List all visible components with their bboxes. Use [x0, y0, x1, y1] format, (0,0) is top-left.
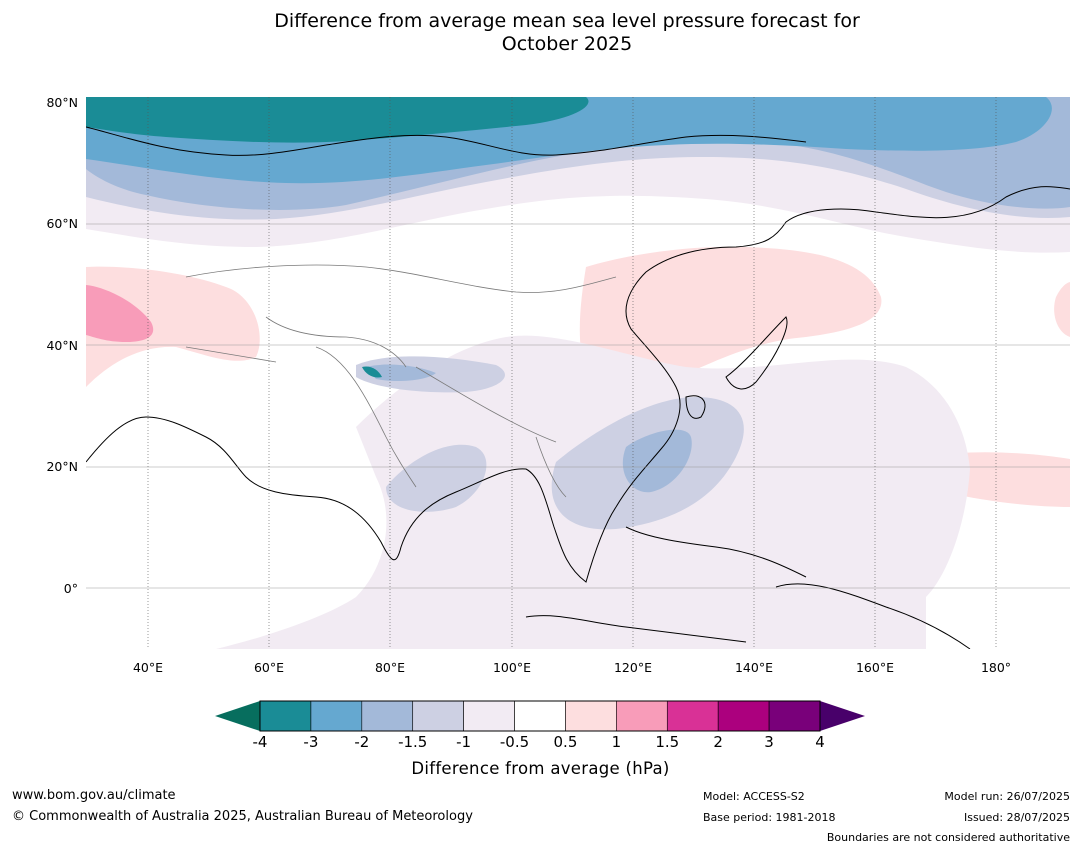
lat-label-40n: 40°N	[46, 338, 78, 353]
colorbar-over-arrow	[820, 701, 865, 731]
colorbar-tick-label: -1.5	[398, 733, 428, 751]
footer-url: www.bom.gov.au/climate	[12, 788, 176, 803]
colorbar-cell	[616, 700, 668, 732]
meridians	[147, 97, 997, 649]
lon-label-100e: 100°E	[492, 660, 531, 675]
lon-label-120e: 120°E	[613, 660, 652, 675]
footer-model: Model: ACCESS-S2	[703, 790, 805, 803]
colorbar-tick-label: -1	[456, 733, 472, 751]
map-canvas	[86, 97, 1070, 649]
colorbar-tick-label: -2	[354, 733, 370, 751]
colorbar-tick-label: 3	[764, 733, 774, 751]
pressure-anomaly-map	[86, 97, 1070, 649]
footer-model-run: Model run: 26/07/2025	[944, 790, 1070, 803]
colorbar-tick-label: 1	[611, 733, 622, 751]
colorbar-label: Difference from average (hPa)	[411, 759, 670, 778]
colorbar-cell	[666, 700, 719, 732]
anomaly-zone-minus4	[86, 97, 589, 143]
country-boundaries	[185, 264, 617, 498]
colorbar-cell	[717, 700, 770, 732]
graticule	[86, 223, 1070, 589]
map-title: Difference from average mean sea level p…	[0, 10, 1081, 56]
lon-label-160e: 160°E	[855, 660, 894, 675]
colorbar-tick-label: 4	[815, 733, 825, 751]
lat-label-60n: 60°N	[46, 216, 78, 231]
anomaly-zone-minus1-5-taiwan	[622, 429, 692, 493]
colorbar-tick-label: 1.5	[655, 733, 680, 751]
lon-label-60e: 60°E	[253, 660, 285, 675]
footer-base-period: Base period: 1981-2018	[703, 811, 836, 824]
title-line-2: October 2025	[501, 33, 633, 55]
lon-label-40e: 40°E	[132, 660, 164, 675]
colorbar-cell	[361, 700, 414, 732]
anomaly-zone-minus1-bay	[386, 444, 487, 512]
colorbar-cell	[565, 700, 617, 732]
anomaly-zone-plus0-5-dateline	[1054, 282, 1070, 337]
colorbar-tick-label: -3	[303, 733, 319, 751]
colorbar-cell	[310, 700, 363, 732]
anomaly-zone-plus0-5-west	[86, 266, 260, 387]
colorbar-tick-label: -4	[252, 733, 268, 751]
anomaly-zone-minus2-tibet	[362, 366, 382, 378]
colorbar-cell	[412, 700, 464, 732]
colorbar-cell	[463, 700, 515, 732]
colorbar-tick-label: 0.5	[553, 733, 578, 751]
colorbar-cell	[259, 700, 312, 732]
coastlines	[86, 126, 1070, 649]
colorbar-tick-label: -0.5	[499, 733, 530, 751]
footer-disclaimer: Boundaries are not considered authoritat…	[826, 831, 1070, 844]
colorbar-cell	[514, 700, 566, 732]
footer-copyright: © Commonwealth of Australia 2025, Austra…	[12, 809, 473, 824]
anomaly-zone-plus1-west	[86, 285, 154, 342]
lon-label-80e: 80°E	[374, 660, 406, 675]
colorbar-cell	[768, 700, 821, 732]
anomaly-zone-plus0-5-east-asia	[579, 246, 882, 388]
colorbar	[215, 700, 865, 732]
footer-issued: Issued: 28/07/2025	[963, 811, 1070, 824]
title-line-1: Difference from average mean sea level p…	[274, 10, 860, 32]
lon-label-140e: 140°E	[734, 660, 773, 675]
lat-label-80n: 80°N	[46, 95, 78, 110]
lat-label-equator: 0°	[63, 581, 78, 596]
colorbar-under-arrow	[215, 701, 260, 731]
colorbar-tick-label: 2	[713, 733, 723, 751]
lon-label-180: 180°	[980, 660, 1012, 675]
lat-label-20n: 20°N	[46, 459, 78, 474]
